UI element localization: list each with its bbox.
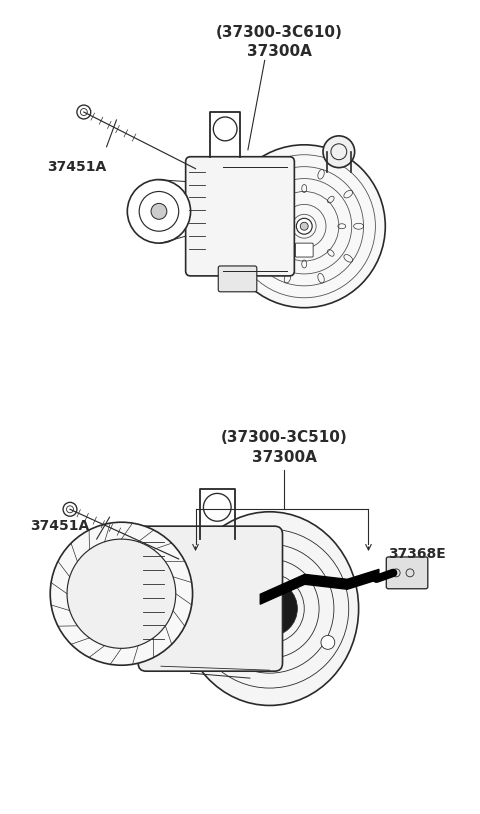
FancyBboxPatch shape xyxy=(138,526,283,672)
Circle shape xyxy=(321,636,335,650)
Circle shape xyxy=(263,534,276,548)
FancyBboxPatch shape xyxy=(295,243,313,257)
Circle shape xyxy=(127,180,191,243)
Text: 37368E: 37368E xyxy=(388,547,446,561)
Text: 37451A: 37451A xyxy=(30,519,90,533)
Circle shape xyxy=(151,204,167,219)
Circle shape xyxy=(296,218,312,234)
FancyBboxPatch shape xyxy=(218,266,257,291)
Circle shape xyxy=(67,539,176,648)
Text: 37300A: 37300A xyxy=(252,449,317,465)
Text: 37300A: 37300A xyxy=(247,45,312,59)
Text: 37451A: 37451A xyxy=(47,160,107,173)
Ellipse shape xyxy=(180,512,359,706)
Circle shape xyxy=(264,609,275,619)
Circle shape xyxy=(50,523,192,665)
Circle shape xyxy=(204,636,218,650)
FancyBboxPatch shape xyxy=(186,157,294,276)
Circle shape xyxy=(300,222,308,230)
Circle shape xyxy=(242,581,297,637)
Circle shape xyxy=(223,145,385,308)
Circle shape xyxy=(258,597,281,620)
Text: (37300-3C610): (37300-3C610) xyxy=(216,24,343,40)
Circle shape xyxy=(63,502,77,516)
Circle shape xyxy=(77,105,91,119)
Circle shape xyxy=(323,136,355,168)
Text: (37300-3C510): (37300-3C510) xyxy=(221,430,348,444)
FancyBboxPatch shape xyxy=(386,557,428,589)
